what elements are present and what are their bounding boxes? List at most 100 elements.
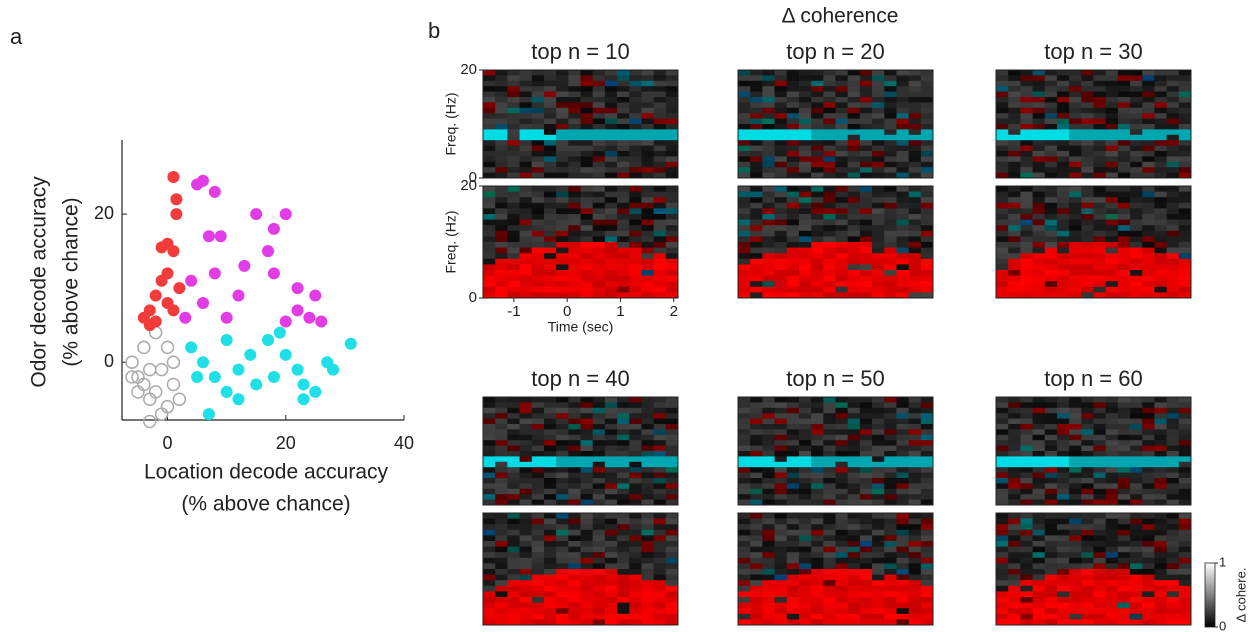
heatmap-cell bbox=[1118, 429, 1131, 435]
heatmap-cell bbox=[629, 146, 642, 152]
heatmap-cell bbox=[775, 248, 788, 254]
heatmap-cell bbox=[1081, 580, 1094, 586]
heatmap-cell bbox=[921, 146, 934, 152]
heatmap-cell bbox=[1179, 558, 1192, 564]
heatmap-cell bbox=[654, 264, 667, 270]
heatmap-cell bbox=[799, 167, 812, 173]
heatmap-cell bbox=[544, 494, 557, 500]
heatmap-cell bbox=[884, 140, 897, 146]
heatmap-cell bbox=[1008, 408, 1021, 414]
scatter-point bbox=[292, 364, 304, 376]
heatmap-cell bbox=[568, 524, 581, 530]
heatmap-cell bbox=[909, 558, 922, 564]
heatmap-cell bbox=[1167, 429, 1180, 435]
heatmap-cell bbox=[581, 236, 594, 242]
heatmap-cell bbox=[629, 569, 642, 575]
heatmap-cell bbox=[1179, 524, 1192, 530]
heatmap-cell bbox=[896, 558, 909, 564]
heatmap-cell bbox=[750, 156, 763, 162]
heatmap-cell bbox=[1081, 186, 1094, 192]
heatmap-cell bbox=[1154, 535, 1167, 541]
heatmap-cell bbox=[507, 603, 520, 609]
heatmap-cell bbox=[593, 253, 606, 259]
heatmap-cell bbox=[775, 259, 788, 265]
heatmap-cell bbox=[1130, 530, 1143, 536]
heatmap-cell bbox=[605, 603, 618, 609]
heatmap-cell bbox=[1118, 113, 1131, 119]
heatmap-cell bbox=[1094, 530, 1107, 536]
heatmap-cell bbox=[1081, 489, 1094, 495]
heatmap-cell bbox=[787, 113, 800, 119]
heatmap-cell bbox=[1069, 129, 1082, 135]
heatmap-cell bbox=[1020, 140, 1033, 146]
heatmap-cell bbox=[996, 591, 1009, 597]
heatmap-cell bbox=[738, 591, 751, 597]
heatmap-cell bbox=[1130, 591, 1143, 597]
heatmap-cell bbox=[654, 614, 667, 620]
heatmap-cell bbox=[666, 81, 679, 87]
heatmap-cell bbox=[520, 614, 533, 620]
heatmap-cell bbox=[1033, 451, 1046, 457]
heatmap-cell bbox=[495, 192, 508, 198]
heatmap-cell bbox=[568, 489, 581, 495]
heatmap-cell bbox=[738, 225, 751, 231]
heatmap-cell bbox=[520, 92, 533, 98]
heatmap-cell bbox=[836, 547, 849, 553]
heatmap-cell bbox=[1094, 552, 1107, 558]
heatmap-cell bbox=[568, 70, 581, 76]
heatmap-cell bbox=[581, 547, 594, 553]
heatmap-cell bbox=[641, 569, 654, 575]
scatter-point bbox=[167, 356, 179, 368]
heatmap-cell bbox=[848, 146, 861, 152]
heatmap-cell bbox=[1154, 558, 1167, 564]
heatmap-cell bbox=[1069, 70, 1082, 76]
heatmap-cell bbox=[811, 75, 824, 81]
heatmap-cell bbox=[593, 473, 606, 479]
heatmap-cell bbox=[544, 92, 557, 98]
heatmap-cell bbox=[666, 513, 679, 519]
heatmap-cell bbox=[483, 397, 496, 403]
heatmap-cell bbox=[848, 483, 861, 489]
heatmap-cell bbox=[896, 146, 909, 152]
heatmap-cell bbox=[544, 242, 557, 248]
heatmap-cell bbox=[909, 146, 922, 152]
heatmap-cell bbox=[532, 270, 545, 276]
heatmap-cell bbox=[836, 467, 849, 473]
heatmap-cell bbox=[799, 192, 812, 198]
heatmap-cell bbox=[1033, 140, 1046, 146]
heatmap-cell bbox=[896, 478, 909, 484]
heatmap-cell bbox=[884, 591, 897, 597]
heatmap-cell bbox=[629, 70, 642, 76]
heatmap-cell bbox=[605, 413, 618, 419]
heatmap-cell bbox=[520, 467, 533, 473]
heatmap-cell bbox=[1057, 575, 1070, 581]
scatter-point bbox=[250, 378, 262, 390]
chart-title: Δ coherence bbox=[782, 5, 899, 28]
heatmap-cell bbox=[581, 530, 594, 536]
heatmap-cell bbox=[629, 124, 642, 130]
heatmap-cell bbox=[762, 586, 775, 592]
heatmap-cell bbox=[799, 135, 812, 141]
scatter-point bbox=[268, 371, 280, 383]
heatmap-cell bbox=[568, 192, 581, 198]
heatmap-cell bbox=[617, 451, 630, 457]
heatmap-cell bbox=[1020, 102, 1033, 108]
heatmap-cell bbox=[775, 287, 788, 293]
heatmap-cell bbox=[896, 586, 909, 592]
heatmap-cell bbox=[738, 86, 751, 92]
heatmap-cell bbox=[1142, 547, 1155, 553]
heatmap-cell bbox=[1094, 248, 1107, 254]
heatmap-cell bbox=[811, 446, 824, 452]
heatmap-cell bbox=[787, 281, 800, 287]
heatmap-cell bbox=[556, 70, 569, 76]
heatmap-cell bbox=[593, 530, 606, 536]
heatmap-cell bbox=[811, 129, 824, 135]
heatmap-cell bbox=[896, 86, 909, 92]
heatmap-cell bbox=[581, 225, 594, 231]
heatmap-cell bbox=[909, 446, 922, 452]
heatmap-cell bbox=[641, 402, 654, 408]
heatmap-cell bbox=[1045, 81, 1058, 87]
heatmap-cell bbox=[1167, 264, 1180, 270]
heatmap-cell bbox=[884, 242, 897, 248]
heatmap-cell bbox=[544, 429, 557, 435]
